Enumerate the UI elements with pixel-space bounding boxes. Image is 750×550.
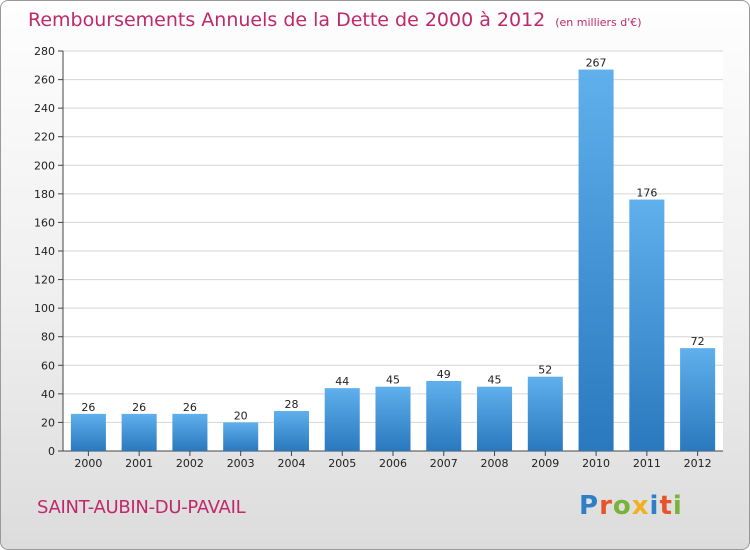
chart-unit: (en milliers d'€)	[555, 16, 642, 29]
x-tick-label: 2002	[176, 457, 204, 470]
town-name: SAINT-AUBIN-DU-PAVAIL	[37, 497, 246, 518]
x-tick-label: 2001	[125, 457, 153, 470]
x-tick-label: 2007	[430, 457, 458, 470]
x-tick-label: 2009	[531, 457, 559, 470]
x-tick-label: 2004	[277, 457, 305, 470]
x-tick-label: 2005	[328, 457, 356, 470]
bar-value-label: 28	[284, 398, 298, 411]
y-tick-label: 20	[41, 416, 55, 429]
bar	[273, 411, 309, 451]
chart-title: Remboursements Annuels de la Dette de 20…	[28, 9, 642, 31]
bar	[121, 413, 157, 451]
x-tick-label: 2012	[684, 457, 712, 470]
x-tick-label: 2000	[74, 457, 102, 470]
bar-value-label: 26	[183, 401, 197, 414]
y-tick-label: 160	[34, 216, 55, 229]
bar	[324, 388, 360, 451]
bar	[680, 348, 716, 451]
x-tick-label: 2010	[582, 457, 610, 470]
bar-value-label: 267	[586, 57, 607, 70]
y-tick-label: 100	[34, 302, 55, 315]
x-tick-label: 2011	[633, 457, 661, 470]
bar	[70, 413, 106, 451]
bar-value-label: 52	[538, 364, 552, 377]
bar	[477, 386, 513, 451]
bar-value-label: 72	[691, 335, 705, 348]
proxiti-logo: Proxiti	[579, 491, 683, 521]
y-tick-label: 80	[41, 331, 55, 344]
y-tick-label: 0	[48, 445, 55, 458]
y-tick-label: 240	[34, 102, 55, 115]
bar	[527, 376, 563, 451]
y-tick-label: 120	[34, 274, 55, 287]
x-tick-label: 2006	[379, 457, 407, 470]
bar-value-label: 20	[234, 409, 248, 422]
bar	[375, 386, 411, 451]
y-tick-label: 220	[34, 131, 55, 144]
y-tick-label: 180	[34, 188, 55, 201]
bar	[426, 381, 462, 451]
y-tick-label: 200	[34, 159, 55, 172]
y-tick-label: 280	[34, 45, 55, 58]
bar-value-label: 26	[81, 401, 95, 414]
chart-title-text: Remboursements Annuels de la Dette de 20…	[28, 9, 546, 31]
bar	[578, 69, 614, 452]
y-tick-label: 40	[41, 388, 55, 401]
logo-letter: P	[579, 491, 600, 521]
y-tick-label: 260	[34, 74, 55, 87]
x-tick-label: 2003	[227, 457, 255, 470]
logo-letter: o	[612, 491, 632, 521]
logo-letter: x	[631, 491, 650, 521]
bar	[629, 199, 665, 451]
y-tick-label: 140	[34, 245, 55, 258]
x-tick-label: 2008	[481, 457, 509, 470]
logo-letter: t	[659, 491, 673, 521]
bar-value-label: 44	[335, 375, 349, 388]
bar-value-label: 45	[488, 374, 502, 387]
logo-letter: r	[599, 491, 613, 521]
bar-value-label: 176	[636, 187, 657, 200]
logo-letter: i	[672, 491, 683, 521]
logo-letter: i	[649, 491, 660, 521]
bar-value-label: 45	[386, 374, 400, 387]
y-tick-label: 60	[41, 359, 55, 372]
bar-value-label: 49	[437, 368, 451, 381]
bar	[172, 413, 208, 451]
bar	[223, 422, 259, 451]
bar-value-label: 26	[132, 401, 146, 414]
